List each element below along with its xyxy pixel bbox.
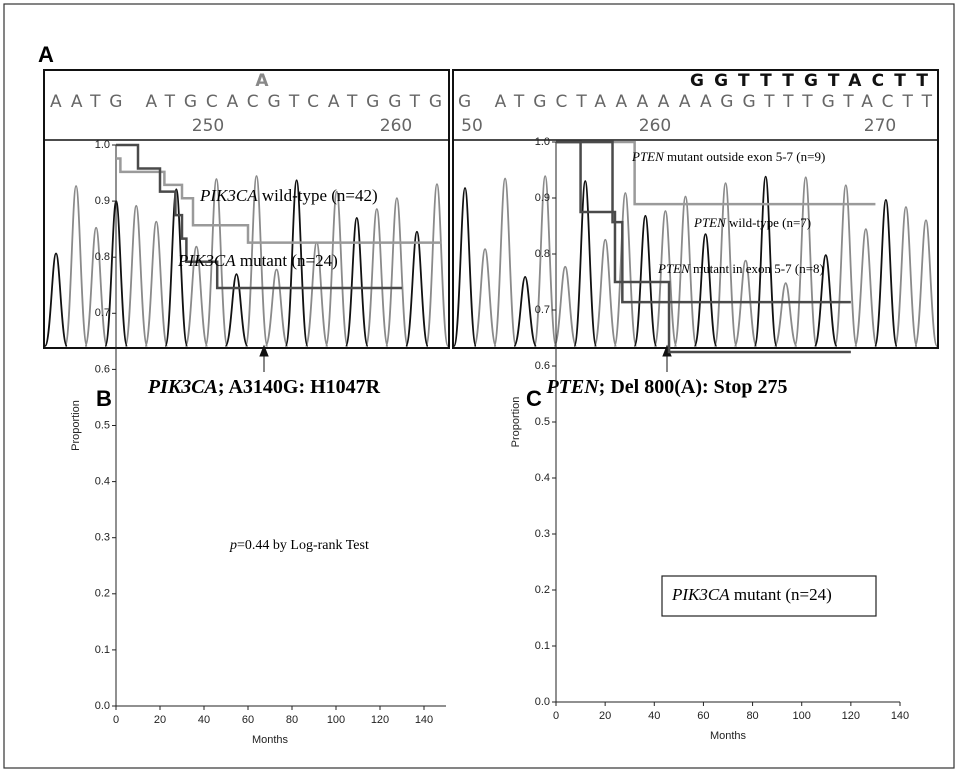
y-tick-label: 0.4 [95, 476, 110, 488]
x-tick-label: 140 [415, 714, 433, 726]
series-label: PTEN wild-type (n=7) [693, 215, 811, 230]
y-tick-label: 0.8 [535, 248, 550, 260]
y-tick-label: 0.9 [535, 192, 550, 204]
annotation: PIK3CA mutant (n=24) [671, 585, 832, 604]
annotation: p=0.44 by Log-rank Test [229, 538, 369, 553]
y-tick-label: 0.0 [95, 700, 110, 712]
gene: PIK3CA [147, 376, 218, 398]
caption: PIK3CA; A3140G: H1047R [147, 376, 381, 398]
series-label: PIK3CA mutant (n=24) [177, 251, 338, 270]
y-tick-label: 0.6 [95, 363, 110, 375]
sequence: AATG ATGCACGTCATGGTG [50, 92, 442, 112]
x-tick-label: 80 [286, 714, 298, 726]
y-tick-label: 0.1 [535, 640, 550, 652]
y-tick-label: 0.0 [535, 696, 550, 708]
mutant-base: A [255, 71, 269, 91]
y-tick-label: 0.7 [95, 307, 110, 319]
panel-label: C [526, 386, 542, 411]
x-axis-label: Months [252, 734, 289, 746]
x-tick-label: 60 [242, 714, 254, 726]
panel-label: B [96, 386, 112, 411]
position: 270 [864, 116, 896, 136]
series-label: PTEN mutant in exon 5-7 (n=8) [657, 261, 824, 276]
position: 250 [192, 116, 224, 136]
gene: PTEN [545, 376, 600, 398]
series-label: PTEN mutant outside exon 5-7 (n=9) [631, 149, 825, 164]
y-tick-label: 0.5 [535, 416, 550, 428]
y-axis-label: Proportion [510, 397, 522, 448]
right-chromatogram: GGTTTGTACTT G ATGCTAAAAAAGGTTTGTACTT 50 … [453, 70, 938, 348]
x-tick-label: 20 [154, 714, 166, 726]
x-tick-label: 100 [327, 714, 345, 726]
position: 260 [380, 116, 412, 136]
y-tick-label: 0.1 [95, 644, 110, 656]
y-tick-label: 0.8 [95, 251, 110, 263]
x-tick-label: 140 [891, 710, 909, 722]
x-tick-label: 20 [599, 710, 611, 722]
y-tick-label: 0.6 [535, 360, 550, 372]
x-tick-label: 80 [746, 710, 758, 722]
x-tick-label: 120 [371, 714, 389, 726]
y-tick-label: 0.3 [535, 528, 550, 540]
y-axis-label: Proportion [70, 400, 82, 451]
figure: A A AATG ATGCACGTCATGGTG 250 260 GGTTTGT… [0, 0, 958, 772]
x-tick-label: 60 [697, 710, 709, 722]
x-tick-label: 0 [113, 714, 119, 726]
y-tick-label: 1.0 [95, 139, 110, 151]
y-tick-label: 0.7 [535, 304, 550, 316]
y-tick-label: 1.0 [535, 136, 550, 148]
caption: PTEN; Del 800(A): Stop 275 [545, 376, 787, 398]
position: 50 [461, 116, 483, 136]
arrows [260, 346, 671, 372]
position: 260 [639, 116, 671, 136]
x-tick-label: 0 [553, 710, 559, 722]
mutation: ; A3140G: H1047R [218, 376, 381, 398]
y-tick-label: 0.3 [95, 532, 110, 544]
mutation: ; Del 800(A): Stop 275 [599, 376, 788, 398]
x-tick-label: 100 [793, 710, 811, 722]
x-tick-label: 40 [198, 714, 210, 726]
x-tick-label: 40 [648, 710, 660, 722]
x-tick-label: 120 [842, 710, 860, 722]
x-axis-label: Months [710, 730, 747, 742]
panel-label: A [38, 42, 54, 67]
y-tick-label: 0.5 [95, 419, 110, 431]
series-label: PIK3CA wild-type (n=42) [199, 186, 378, 205]
reference-sequence: GGTTTGTACTT [690, 71, 928, 91]
y-tick-label: 0.2 [95, 588, 110, 600]
y-tick-label: 0.4 [535, 472, 550, 484]
y-tick-label: 0.2 [535, 584, 550, 596]
y-tick-label: 0.9 [95, 195, 110, 207]
sequence: G ATGCTAAAAAAGGTTTGTACTT [458, 92, 933, 112]
